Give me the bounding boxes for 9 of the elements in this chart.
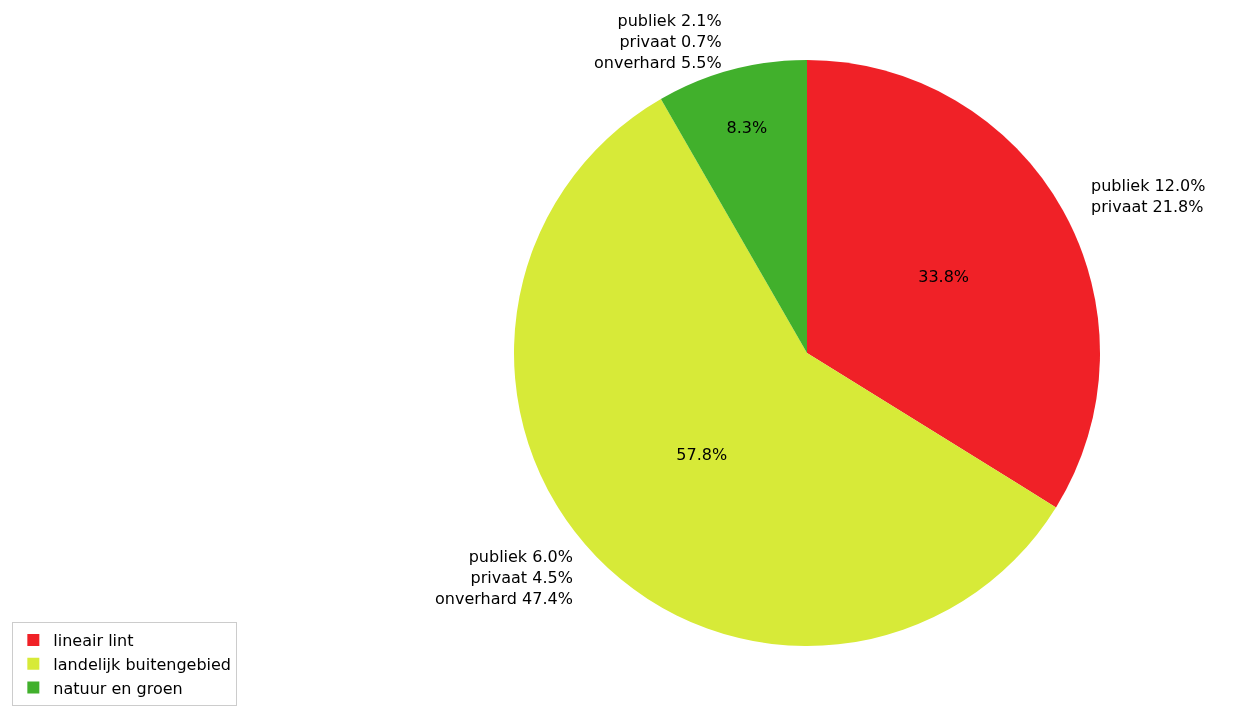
data-label: 33.8%	[918, 267, 970, 287]
legend-label: landelijk buitengebied	[53, 654, 232, 674]
legend-label: natuur en groen	[53, 678, 183, 698]
text: publiek 2.1% privaat 0.7% onverhard 5.5%	[594, 11, 722, 72]
text: publiek 6.0% privaat 4.5% onverhard 47.4%	[435, 547, 573, 608]
legend-label: lineair lint	[53, 631, 134, 651]
text: publiek 12.0% privaat 21.8%	[1091, 176, 1206, 216]
data-label: 8.3%	[726, 118, 768, 138]
data-label: 57.8%	[676, 445, 728, 465]
